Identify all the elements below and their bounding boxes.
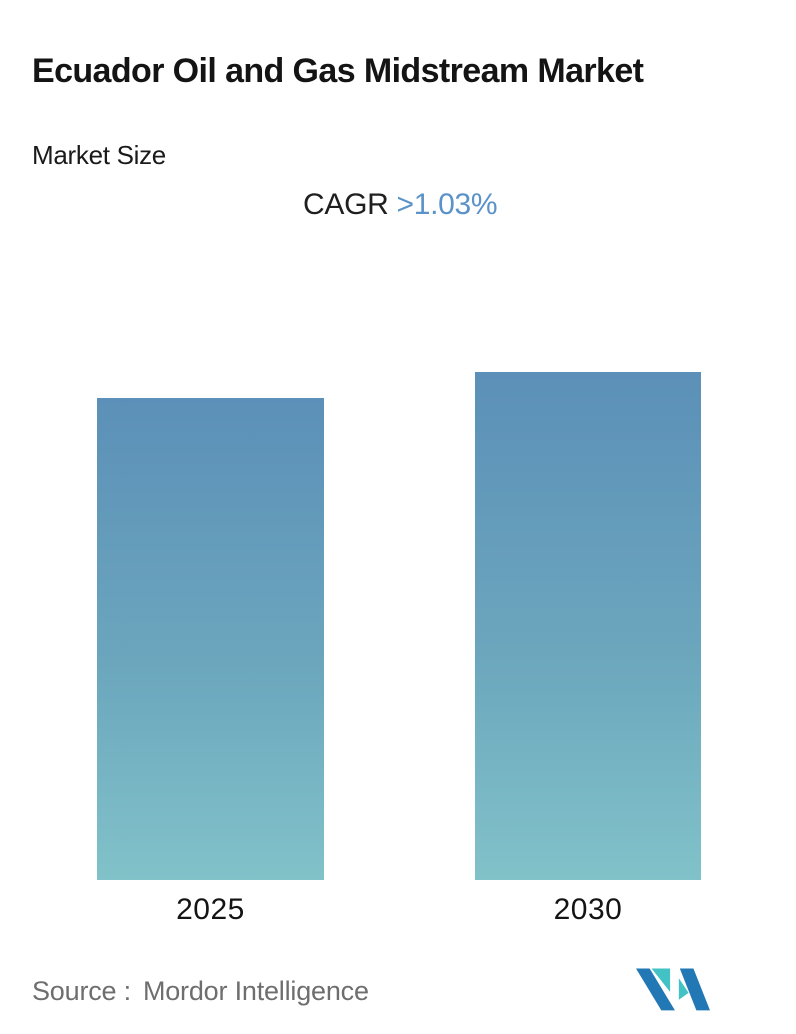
bar-2030	[475, 372, 701, 880]
source-value: Mordor Intelligence	[142, 976, 369, 1006]
x-axis-label-2025: 2025	[176, 893, 245, 926]
chart-subtitle: Market Size	[32, 140, 166, 170]
x-axis-label-2030: 2030	[553, 893, 623, 926]
page-title: Ecuador Oil and Gas Midstream Market	[32, 51, 644, 90]
source-label: Source :	[32, 976, 131, 1006]
cagr-annotation: CAGR >1.03%	[303, 188, 498, 222]
cagr-value: >1.03%	[396, 188, 498, 221]
mordor-intelligence-logo-icon	[636, 968, 710, 1011]
bar-2025	[97, 398, 324, 880]
cagr-label: CAGR	[303, 188, 389, 221]
source-attribution: Source : Mordor Intelligence	[32, 976, 369, 1007]
